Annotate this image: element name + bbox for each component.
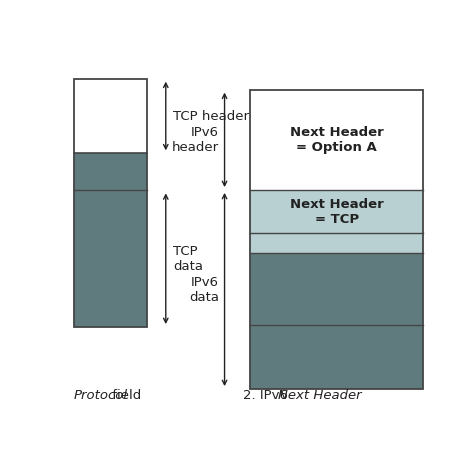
Text: field: field	[108, 389, 141, 402]
Text: Next Header
= Option A: Next Header = Option A	[290, 126, 383, 154]
Bar	[250, 90, 423, 190]
Bar	[74, 79, 147, 327]
Text: Next Header
= TCP: Next Header = TCP	[290, 198, 383, 226]
Text: TCP header: TCP header	[173, 109, 249, 122]
Text: Next Header: Next Header	[278, 389, 362, 402]
Bar	[250, 325, 423, 389]
Text: 2. IPv6: 2. IPv6	[243, 389, 292, 402]
Bar	[250, 90, 423, 389]
Text: TCP
data: TCP data	[173, 245, 203, 273]
Text: Protocol: Protocol	[74, 389, 128, 402]
Bar	[74, 153, 147, 327]
Bar	[250, 253, 423, 325]
Text: IPv6
header: IPv6 header	[172, 126, 219, 154]
Text: IPv6
data: IPv6 data	[189, 275, 219, 303]
Bar	[250, 233, 423, 253]
Bar	[74, 79, 147, 153]
Bar	[250, 190, 423, 233]
